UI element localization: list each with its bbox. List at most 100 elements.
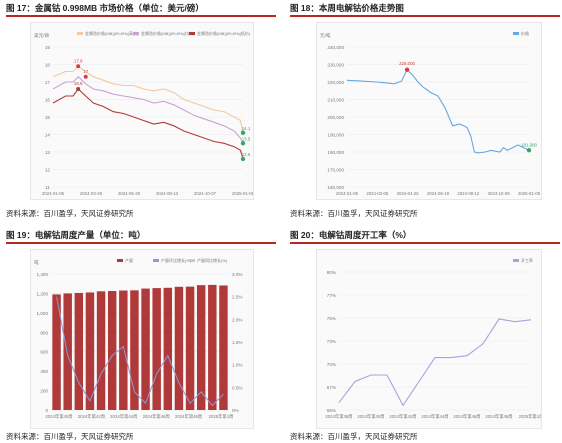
x-tick-label: 2024年第49周 — [485, 413, 512, 420]
y-tick-label: 17 — [45, 80, 51, 85]
panel-weekly-output: 图 19：电解钴周度产量（单位：吨） 吨 0 200 400 600 800 1,000 1,… — [6, 229, 276, 443]
series-line — [346, 68, 530, 154]
bar — [107, 291, 117, 410]
x-tick-label: 2024-08-12 — [457, 191, 480, 196]
legend-label: 金属钴价格(MB)(99.8%)(均价) — [141, 30, 195, 36]
y-tick-label: 73% — [327, 339, 336, 344]
source-note: 资料来源：百川盈孚，天风证券研究所 — [6, 432, 134, 441]
title-underline — [290, 15, 560, 17]
legend-swatch — [513, 32, 519, 35]
bar — [196, 285, 206, 410]
plot-area: 元/吨 160,000 170,000 180,000 190,000 200,000 21… — [316, 22, 542, 200]
y-tick-label: 75% — [327, 316, 336, 321]
y-tick-label: 160,000 — [327, 185, 344, 190]
x-tick-label: 2024年第42周 — [389, 413, 416, 420]
bar — [208, 284, 217, 410]
y2-tick-label: 3.0% — [232, 272, 242, 277]
x-tick-label: 2024年第44周 — [421, 413, 448, 420]
y-tick-label: 200,000 — [327, 115, 344, 120]
end-marker — [526, 148, 532, 153]
bar — [152, 288, 161, 410]
y-tick-label: 200 — [40, 389, 48, 394]
bar — [130, 290, 139, 410]
title-underline — [6, 15, 276, 17]
bar — [96, 291, 106, 410]
y-tick-label: 70% — [327, 362, 336, 367]
legend-label: 金属钴价格(MB)(99.8%)(高价) — [85, 30, 139, 36]
x-tick-label: 2024-05-29 — [118, 191, 141, 196]
x-tick-label: 2024-01-05 — [336, 191, 359, 196]
y-tick-label: 220,000 — [327, 80, 344, 85]
y2-tick-label: 0% — [232, 408, 239, 413]
chart-svg-metal-price: 美元/磅 11 12 13 14 15 16 17 18 19 2024-01-05 2024-03-… — [34, 30, 253, 196]
y-tick-label: 210,000 — [327, 98, 344, 103]
x-tick-label: 2025年第1周 — [519, 413, 541, 420]
peak-marker — [83, 74, 88, 79]
plot-area: 65% 67% 70% 73% 75% 77% 80% 2024年第38周 2024年第40周 2… — [316, 249, 542, 429]
y-tick-label: 12 — [45, 168, 51, 173]
y-unit-label: 元/吨 — [320, 32, 331, 39]
y-tick-label: 11 — [45, 185, 50, 190]
peak-value-label: 17 — [83, 69, 88, 74]
y-tick-label: 65% — [327, 408, 336, 413]
y-tick-label: 67% — [327, 385, 336, 390]
source-note: 资料来源：百川盈孚，天风证券研究所 — [290, 432, 418, 441]
x-tick-label: 2024年第40周 — [45, 413, 72, 420]
chart-svg-operating-rate: 65% 67% 70% 73% 75% 77% 80% 2024年第38周 2024年第40周 2… — [325, 257, 541, 420]
chart-title: 图 18：本周电解钴价格走势图 — [290, 3, 404, 13]
bar — [74, 292, 84, 410]
x-tick-label: 2025-01-08 — [518, 191, 541, 196]
chart-svg-electrolytic-price: 元/吨 160,000 170,000 180,000 190,000 200,000 21… — [320, 30, 541, 196]
legend-label: 价格 — [521, 30, 529, 36]
end-marker — [240, 130, 246, 135]
plot-area: 吨 0 200 400 600 800 1,000 1,200 1,400 0% 0.5% 1.0% 1… — [30, 249, 254, 429]
x-tick-label: 2024年第40周 — [357, 413, 384, 420]
legend-swatch — [153, 259, 159, 262]
x-tick-label: 2024年第46周 — [143, 413, 170, 420]
y-tick-label: 77% — [327, 293, 336, 298]
y-tick-label: 240,000 — [327, 45, 344, 50]
bar — [52, 294, 61, 410]
x-tick-label: 2024-10-07 — [194, 191, 217, 196]
bar — [141, 288, 150, 410]
x-tick-label: 2024-03-05 — [366, 191, 389, 196]
peak-marker — [404, 67, 410, 72]
x-tick-label: 2024年第44周 — [110, 413, 137, 420]
y-tick-label: 15 — [45, 115, 51, 120]
legend-swatch — [189, 32, 195, 35]
peak-value-label: 17.9 — [74, 58, 83, 63]
y-tick-label: 19 — [45, 45, 51, 50]
y-tick-label: 14 — [45, 133, 51, 138]
legend-swatch — [77, 32, 83, 35]
series-line — [338, 318, 532, 407]
end-value-label: 14.1 — [242, 126, 251, 131]
y-tick-label: 170,000 — [327, 168, 344, 173]
chart-title: 图 19：电解钴周度产量（单位：吨） — [6, 230, 146, 240]
y-tick-label: 13 — [45, 150, 51, 155]
x-tick-label: 2024年第46周 — [453, 413, 480, 420]
bar — [163, 287, 173, 410]
legend-swatch — [117, 259, 123, 262]
x-tick-label: 2024年第38周 — [325, 413, 352, 420]
title-underline — [6, 242, 276, 244]
legend-swatch — [189, 259, 195, 262]
x-tick-label: 2024年第42周 — [78, 413, 105, 420]
end-value-label: 12.6 — [242, 152, 251, 157]
y-tick-label: 80% — [327, 270, 336, 275]
y-tick-label: 1,000 — [37, 311, 49, 316]
x-tick-label: 2024-08-13 — [156, 191, 179, 196]
y-tick-label: 800 — [40, 330, 48, 335]
x-tick-label: 2024-10-09 — [488, 191, 511, 196]
bar — [219, 285, 228, 410]
series-line — [56, 296, 224, 407]
y-tick-label: 180,000 — [327, 150, 344, 155]
plot-area: 美元/磅 11 12 13 14 15 16 17 18 19 2024-01-05 2024-03-… — [30, 22, 254, 200]
y-tick-label: 0 — [45, 408, 48, 413]
chart-title: 图 20：电解钴周度开工率（%） — [290, 230, 412, 240]
y-tick-label: 18 — [45, 63, 51, 68]
source-note: 资料来源：百川盈孚，天风证券研究所 — [6, 209, 134, 218]
y-unit-label: 吨 — [34, 259, 39, 265]
legend-label: 产量同比增长(%) — [197, 257, 228, 263]
y-tick-label: 600 — [40, 350, 48, 355]
series-line — [52, 75, 244, 144]
